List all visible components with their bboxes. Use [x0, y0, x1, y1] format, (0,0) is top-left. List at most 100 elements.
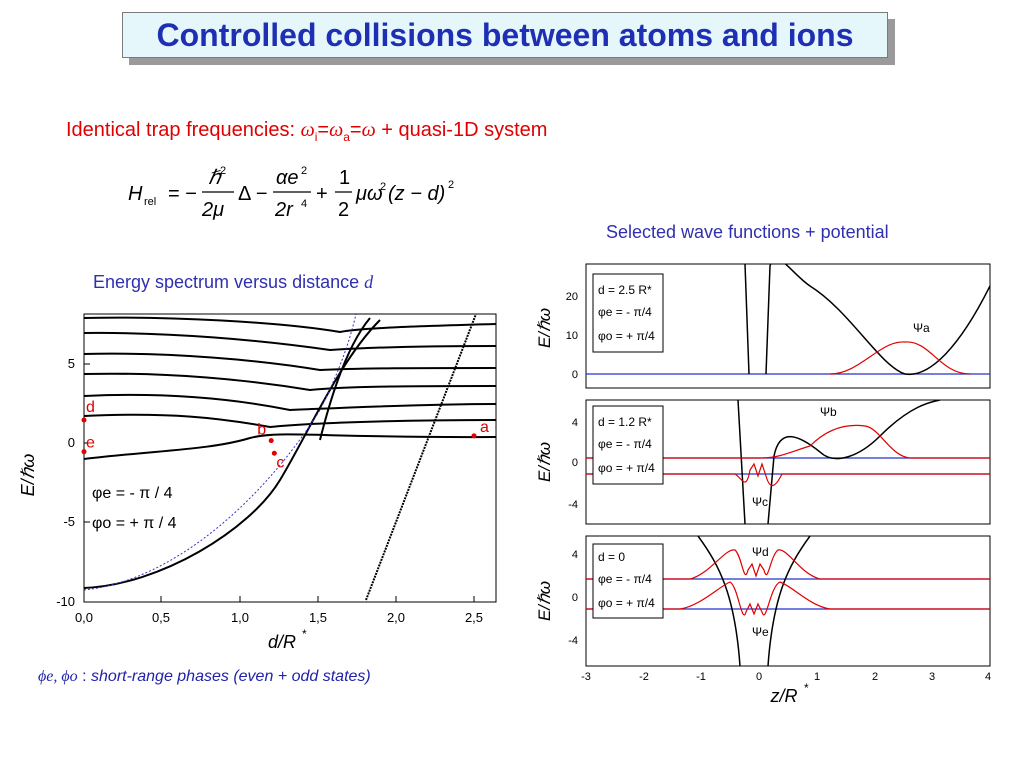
- panel1-wave: [829, 341, 971, 375]
- p2-phi-e: φe = - π/4: [598, 437, 652, 451]
- eq-sq1: 2: [220, 165, 226, 177]
- p2-ytick-m4: -4: [568, 499, 578, 511]
- panel2-potential: [737, 400, 941, 524]
- panel1-potential: [744, 264, 990, 376]
- eq-sq4: 2: [448, 179, 454, 191]
- r-xtick-m1: -1: [696, 671, 706, 683]
- sub-a: a: [343, 130, 350, 144]
- left-xtick-3: 1,5: [309, 610, 327, 625]
- panel1-frame: [585, 263, 991, 389]
- r-xtick-m3: -3: [581, 671, 591, 683]
- r-xtick-2: 2: [872, 671, 878, 683]
- eq1: =: [317, 119, 330, 141]
- left-ytick-m10: -10: [56, 594, 75, 609]
- left-label-var: d: [364, 272, 374, 292]
- footer-note: ϕe, ϕo : short-range phases (even + odd …: [38, 668, 371, 686]
- left-xtick-1: 0,5: [152, 610, 170, 625]
- eq-H: H: [128, 183, 143, 205]
- sub-i: i: [314, 130, 318, 144]
- p3-ylabel: E/ℏω: [535, 581, 554, 621]
- left-xlabel-sup: *: [302, 627, 307, 641]
- eq-hbar: ℏ: [208, 167, 222, 189]
- point-label-b: b: [257, 422, 266, 439]
- p1-phi-e: φe = - π/4: [598, 305, 652, 319]
- eq-den1: 2μ: [201, 199, 224, 221]
- subtitle-prefix: Identical trap frequencies:: [66, 119, 301, 141]
- legend-phi-o: φo = + π / 4: [92, 515, 177, 532]
- spectrum-curve-6: [84, 352, 496, 372]
- omega: ω: [361, 119, 376, 141]
- point-a: [471, 433, 477, 439]
- right-xlabel: z/R: [770, 686, 798, 706]
- psi-a: Ψa: [913, 321, 930, 335]
- p2-d-label: d = 1.2 R*: [598, 415, 652, 429]
- r-xtick-m2: -2: [639, 671, 649, 683]
- point-label-a: a: [480, 419, 489, 436]
- p2-ytick-0: 0: [572, 457, 578, 469]
- panel2-frame: [585, 399, 991, 525]
- point-d: [81, 417, 87, 423]
- footer-symbols: ϕe, ϕo: [38, 668, 78, 685]
- spectrum-curve-10: [365, 314, 477, 601]
- eq-two: 2: [338, 199, 349, 221]
- panel3-frame: [585, 535, 991, 667]
- p1-phi-o: φo = + π/4: [598, 329, 655, 343]
- psi-e: Ψe: [752, 625, 769, 639]
- spectrum-curve-8: [84, 316, 496, 334]
- panel3-wave-e: [586, 581, 990, 616]
- omega-i: ω: [300, 119, 315, 141]
- p2-phi-o: φo = + π/4: [598, 461, 655, 475]
- wavefunction-chart: 20 10 0 d = 2.5 R* φe = - π/4 φo = + π/4…: [535, 263, 991, 706]
- p3-phi-o: φo = + π/4: [598, 596, 655, 610]
- omega-a: ω: [329, 119, 344, 141]
- panel-d-1.2: 4 0 -4 d = 1.2 R* φe = - π/4 φo = + π/4 …: [568, 399, 991, 525]
- point-c: [271, 450, 277, 456]
- left-xtick-5: 2,5: [465, 610, 483, 625]
- panel3-legend: [592, 543, 664, 619]
- eq-equals: = −: [168, 183, 197, 205]
- p3-ytick-m4: -4: [568, 635, 578, 647]
- eq-plus: +: [316, 183, 328, 205]
- p3-ytick-0: 0: [572, 592, 578, 604]
- panel3-wave-d: [586, 549, 990, 580]
- p1-ytick-0: 0: [572, 369, 578, 381]
- left-chart-label: Energy spectrum versus distance d: [93, 272, 373, 293]
- psi-d: Ψd: [752, 545, 769, 559]
- title-box: Controlled collisions between atoms and …: [122, 12, 888, 58]
- left-label-text: Energy spectrum versus distance: [93, 272, 365, 292]
- panel2-legend: [592, 405, 664, 485]
- left-points: a bc d e: [81, 399, 489, 471]
- left-ytick-5: 5: [68, 356, 75, 371]
- left-ylabel: E/ℏω: [20, 454, 38, 496]
- p3-ytick-4: 4: [572, 549, 578, 561]
- left-ytick-m5: -5: [63, 514, 75, 529]
- psi-b: Ψb: [820, 405, 837, 419]
- subtitle-suffix: + quasi-1D system: [375, 119, 548, 141]
- left-ytick-0: 0: [68, 435, 75, 450]
- eq-mu-omega: μω: [355, 183, 383, 205]
- p1-ytick-10: 10: [566, 330, 578, 342]
- p1-ytick-20: 20: [566, 291, 578, 303]
- eq2: =: [349, 119, 362, 141]
- eq-sq2: 2: [301, 165, 307, 177]
- eq-laplace: Δ −: [238, 183, 268, 205]
- left-xtick-4: 2,0: [387, 610, 405, 625]
- eq-one: 1: [339, 167, 350, 189]
- right-xlabel-sup: *: [804, 681, 809, 695]
- legend-phi-e: φe = - π / 4: [92, 485, 173, 502]
- r-xtick-1: 1: [814, 671, 820, 683]
- panel3-potential-right: [767, 536, 811, 666]
- point-label-d: d: [86, 399, 95, 416]
- eq-alpha-e: αe: [276, 167, 299, 189]
- dotted-diabatic-line: [84, 314, 357, 591]
- panel-d-0: 4 0 -4 d = 0 φe = - π/4 φo = + π/4 Ψd Ψe: [568, 535, 991, 667]
- right-chart-label: Selected wave functions + potential: [606, 222, 889, 242]
- panel2-wave-b: [586, 424, 990, 459]
- eq-four: 4: [301, 198, 307, 210]
- r-xtick-0: 0: [756, 671, 762, 683]
- p3-phi-e: φe = - π/4: [598, 572, 652, 586]
- psi-c: Ψc: [752, 495, 768, 509]
- left-xtick-2: 1,0: [231, 610, 249, 625]
- point-e: [81, 449, 87, 455]
- point-label-c: c: [276, 454, 284, 471]
